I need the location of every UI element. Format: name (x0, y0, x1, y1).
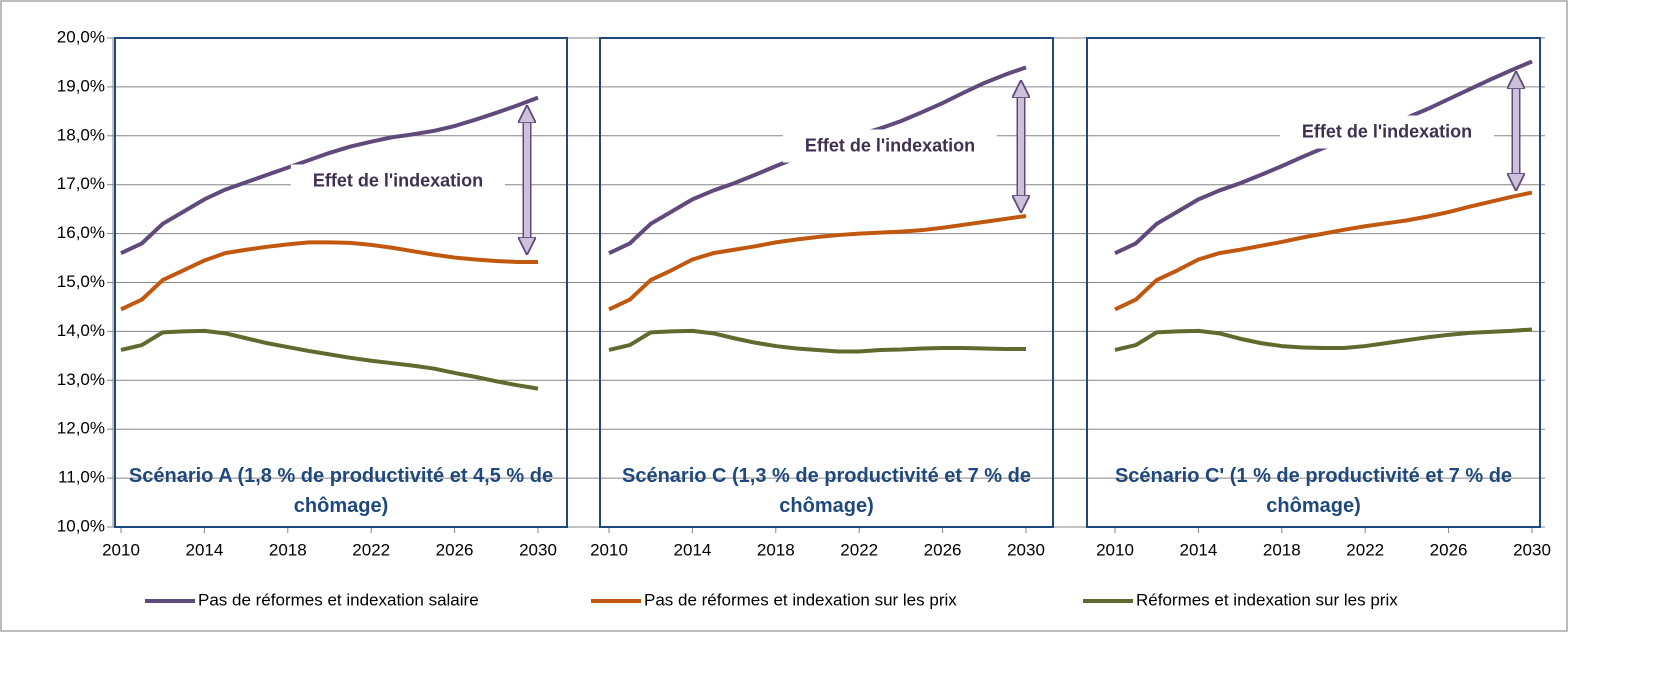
x-tick-label: 2030 (519, 540, 557, 559)
x-tick-label: 2026 (1430, 540, 1468, 559)
series-line (1114, 190, 1533, 312)
x-tick-label: 2022 (352, 540, 390, 559)
annotation: Effet de l'indexation (1279, 115, 1495, 149)
y-tick-label: 12,0% (57, 419, 105, 438)
series-line (608, 214, 1027, 312)
x-tick-label: 2018 (269, 540, 307, 559)
chart-border (0, 0, 1568, 632)
legend-label: Réformes et indexation sur les prix (1136, 590, 1398, 609)
series-line (608, 328, 1026, 354)
panel-title: Scénario C' (1 % de productivité et 7 % … (1114, 465, 1513, 517)
series-line (1114, 327, 1533, 352)
series-line (120, 328, 539, 391)
y-tick-label: 10,0% (57, 516, 105, 535)
y-tick-label: 20,0% (57, 27, 105, 46)
x-tick-label: 2018 (757, 540, 795, 559)
annotation: Effet de l'indexation (782, 129, 998, 163)
y-tick-label: 17,0% (57, 174, 105, 193)
y-tick-label: 11,0% (58, 468, 105, 487)
x-tick-label: 2010 (590, 540, 628, 559)
annotation: Effet de l'indexation (290, 164, 506, 198)
panel-frame (599, 37, 1054, 528)
y-tick-label: 16,0% (57, 223, 105, 242)
x-tick-label: 2014 (185, 540, 223, 559)
y-tick-label: 19,0% (57, 76, 105, 95)
x-tick-label: 2030 (1513, 540, 1551, 559)
x-tick-label: 2014 (673, 540, 711, 559)
x-tick-label: 2030 (1007, 540, 1045, 559)
legend-label: Pas de réformes et indexation salaire (198, 590, 479, 609)
x-tick-label: 2026 (436, 540, 474, 559)
panel-title: Scénario A (1,8 % de productivité et 4,5… (128, 465, 554, 517)
panel-frame (114, 37, 568, 528)
x-tick-label: 2010 (1096, 540, 1134, 559)
y-tick-label: 18,0% (57, 125, 105, 144)
y-tick-label: 14,0% (57, 321, 105, 340)
series-line (120, 240, 538, 312)
x-tick-label: 2010 (102, 540, 140, 559)
x-tick-label: 2022 (1346, 540, 1384, 559)
x-tick-label: 2018 (1263, 540, 1301, 559)
panel-frame (1086, 37, 1541, 528)
panel-title: Scénario C (1,3 % de productivité et 7 %… (621, 465, 1031, 517)
x-tick-label: 2026 (924, 540, 962, 559)
y-tick-label: 13,0% (57, 370, 105, 389)
y-tick-label: 15,0% (57, 272, 105, 291)
x-tick-label: 2022 (840, 540, 878, 559)
legend-label: Pas de réformes et indexation sur les pr… (644, 590, 957, 609)
x-tick-label: 2014 (1179, 540, 1217, 559)
series-line (120, 95, 539, 255)
